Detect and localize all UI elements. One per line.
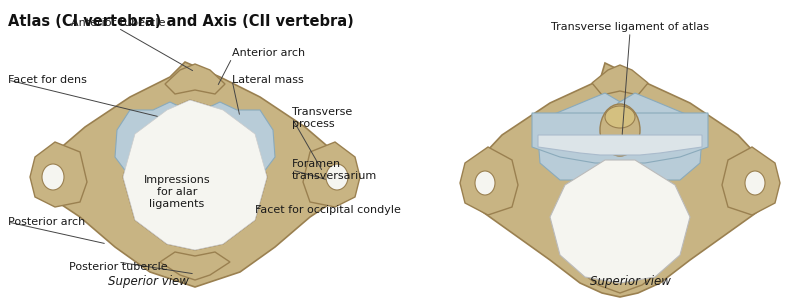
Text: Impressions
for alar
ligaments: Impressions for alar ligaments <box>144 175 210 209</box>
Polygon shape <box>538 135 702 155</box>
Ellipse shape <box>325 164 348 190</box>
Ellipse shape <box>599 104 639 156</box>
Polygon shape <box>591 65 647 95</box>
Text: Posterior arch: Posterior arch <box>8 217 85 227</box>
Polygon shape <box>303 142 359 207</box>
Text: Atlas (CI vertebra) and Axis (CII vertebra): Atlas (CI vertebra) and Axis (CII verteb… <box>8 14 354 29</box>
Polygon shape <box>122 100 267 250</box>
Polygon shape <box>115 102 190 182</box>
Text: Lateral mass: Lateral mass <box>232 75 303 85</box>
Ellipse shape <box>178 105 211 123</box>
Polygon shape <box>160 252 230 280</box>
Text: Anterior tubercle: Anterior tubercle <box>71 18 165 28</box>
Text: Transverse
process: Transverse process <box>292 107 352 129</box>
Text: Superior view: Superior view <box>589 275 670 288</box>
Text: Anterior arch: Anterior arch <box>232 48 305 58</box>
Polygon shape <box>200 102 275 182</box>
Polygon shape <box>165 64 225 94</box>
Polygon shape <box>531 113 707 163</box>
Ellipse shape <box>604 106 634 128</box>
Text: Foramen
transversarium: Foramen transversarium <box>292 159 377 181</box>
Polygon shape <box>721 147 779 215</box>
Text: Superior view: Superior view <box>107 275 188 288</box>
Ellipse shape <box>474 171 495 195</box>
Polygon shape <box>549 160 689 283</box>
Polygon shape <box>122 100 267 250</box>
Polygon shape <box>40 62 350 287</box>
Text: Transverse ligament of atlas: Transverse ligament of atlas <box>551 22 708 32</box>
Ellipse shape <box>744 171 764 195</box>
Polygon shape <box>577 257 661 293</box>
Polygon shape <box>30 142 87 207</box>
Polygon shape <box>538 93 624 180</box>
Text: Facet for occipital condyle: Facet for occipital condyle <box>255 205 401 215</box>
Polygon shape <box>467 63 771 297</box>
Ellipse shape <box>42 164 64 190</box>
Text: Posterior tubercle: Posterior tubercle <box>69 262 167 272</box>
Polygon shape <box>614 93 702 180</box>
Text: Facet for dens: Facet for dens <box>8 75 87 85</box>
Polygon shape <box>460 147 517 215</box>
